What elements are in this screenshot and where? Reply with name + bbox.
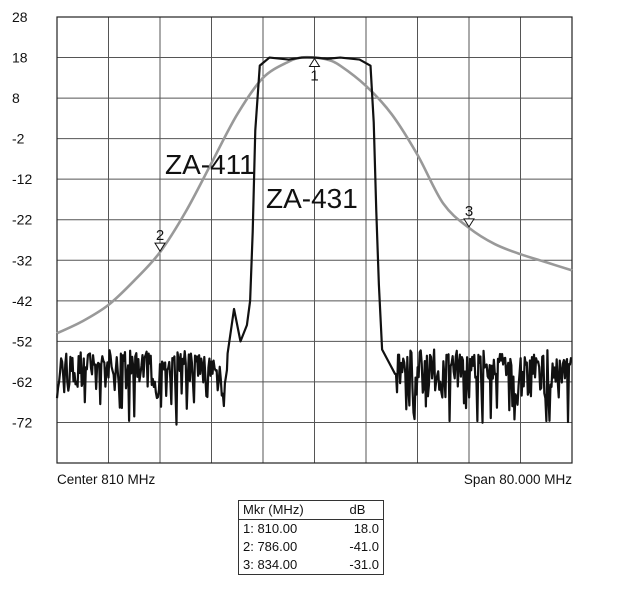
span-label: Span 80.000 MHz [464,472,572,487]
marker-triangle [154,242,166,253]
y-tick-label: 18 [12,50,28,66]
y-tick-label: -2 [12,131,25,147]
marker-triangle [463,218,475,228]
marker-table-header: Mkr (MHz) dB [238,501,384,520]
center-frequency-label: Center 810 MHz [57,472,156,487]
marker-row-freq: 1: 810.00 [243,521,298,536]
series-layer [55,55,573,426]
y-tick-label: -42 [12,293,32,309]
marker-row-freq: 2: 786.00 [243,539,298,554]
y-tick-label: 28 [12,9,28,25]
marker-row-freq: 3: 834.00 [243,557,298,572]
plot-frame [56,16,573,464]
marker-table-row: 1: 810.00 18.0 [239,520,384,539]
y-tick-label: -22 [12,212,32,228]
series-label-za-411: ZA-411 [165,149,255,180]
y-tick-label: -62 [12,374,32,390]
series-line-za-431 [55,56,573,426]
y-tick-labels: 28 18 8 -2 -12 -22 -32 -42 -52 -62 -72 [12,9,32,430]
series-label-za-431: ZA-431 [266,183,358,214]
y-tick-label: -52 [12,333,32,349]
marker-table-row: 3: 834.00 -31.0 [239,556,384,575]
marker-table: Mkr (MHz) dB 1: 810.00 18.0 2: 786.00 -4… [238,500,384,575]
marker-label: 3 [465,203,473,220]
y-tick-label: -72 [12,414,32,430]
marker-table-header-db: dB [349,502,366,517]
markers-layer: 1 2 3 [154,57,475,253]
y-tick-label: -32 [12,252,32,268]
marker-table-row: 2: 786.00 -41.0 [239,538,384,556]
marker-triangle [308,57,321,68]
marker-table-header-mkr: Mkr (MHz) [243,502,304,517]
marker-row-db: 18.0 [353,521,379,536]
marker-label: 1 [310,68,318,85]
y-tick-label: 8 [12,90,20,106]
y-tick-label: -12 [12,171,32,187]
marker-row-db: -41.0 [349,539,379,554]
marker-row-db: -31.0 [349,557,379,572]
marker-label: 2 [156,227,164,244]
